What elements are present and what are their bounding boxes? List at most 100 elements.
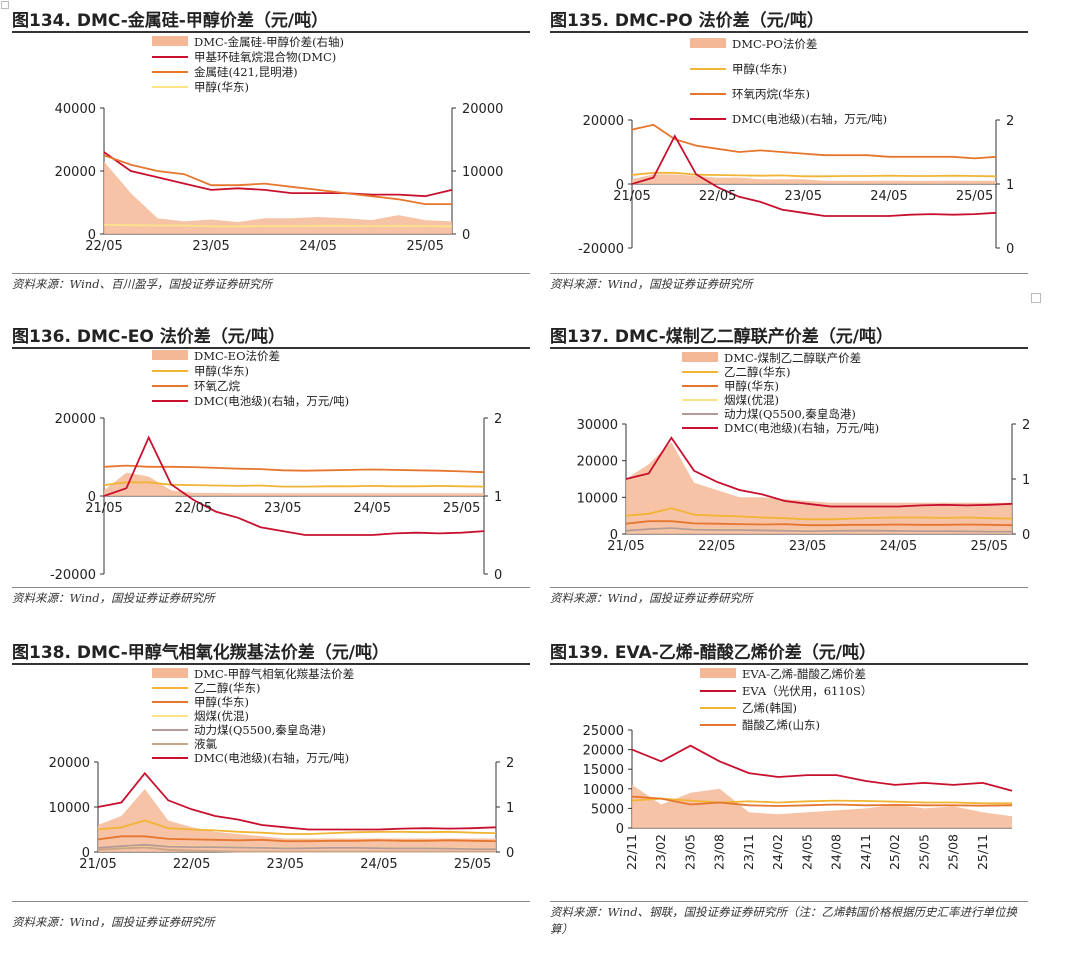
- y-tick-label-left: 20000: [583, 744, 624, 759]
- series-line: [625, 507, 1013, 521]
- chart-panel-138: 图138. DMC-甲醇气相氧化羰基法价差（元/吨） 0 10000 20000 0 1…: [12, 638, 530, 948]
- series-line: [631, 171, 997, 178]
- y-tick-label-right: 0: [1006, 242, 1014, 257]
- y-tick-label-left: 10000: [583, 783, 624, 798]
- x-tick-label: 23/05: [264, 501, 301, 516]
- source-rule: [12, 901, 530, 902]
- title-rule: [550, 663, 1028, 665]
- x-tick-label: 23/05: [192, 239, 229, 254]
- y-tick-label-left: 20000: [55, 165, 96, 180]
- y-tick-label-right: 1: [494, 490, 502, 505]
- y-tick-label-right: 20000: [462, 102, 503, 117]
- x-tick-label: 23/05: [785, 189, 822, 204]
- chart-panel-137: 图137. DMC-煤制乙二醇联产价差（元/吨） 0 10000 20000 3000…: [550, 322, 1068, 622]
- x-tick-label: 23/11: [741, 834, 756, 870]
- series-line: [625, 527, 1012, 533]
- title-rule: [12, 31, 530, 33]
- x-tick-label: 25/05: [406, 239, 443, 254]
- y-tick-label-left: 0: [88, 490, 96, 505]
- series-line: [103, 151, 453, 198]
- x-tick-label: 25/05: [916, 834, 931, 870]
- chart-title: 图138. DMC-甲醇气相氧化羰基法价差（元/吨）: [12, 643, 390, 663]
- x-tick-label: 23/02: [653, 834, 668, 870]
- x-tick-label: 25/08: [946, 834, 961, 870]
- series-line: [103, 154, 452, 206]
- legend-label: DMC-煤制乙二醇联产价差: [724, 351, 861, 365]
- y-tick-label-right: 2: [1006, 114, 1014, 129]
- series-line: [103, 224, 453, 228]
- x-tick-label: 25/05: [971, 539, 1008, 554]
- x-tick-label: 25/05: [443, 501, 480, 516]
- y-tick-label-left: 20000: [49, 756, 90, 771]
- y-tick-label-left: 30000: [577, 418, 618, 433]
- chart-title: 图135. DMC-PO 法价差（元/吨）: [550, 11, 824, 31]
- y-tick-label-left: 10000: [49, 801, 90, 816]
- legend-label: 甲醇(华东): [194, 80, 249, 94]
- x-tick-label: 22/05: [699, 189, 736, 204]
- y-tick-label-left: 0: [82, 846, 90, 861]
- series-area: [626, 442, 1012, 534]
- legend-label: 烟煤(优混): [194, 709, 249, 723]
- title-rule: [550, 31, 1028, 33]
- legend-label: DMC(电池级)(右轴，万元/吨): [724, 421, 879, 435]
- y-tick-label-left: 0: [88, 228, 96, 243]
- y-tick-label-left: -20000: [578, 242, 624, 257]
- chart-panel-134: 图134. DMC-金属硅-甲醇价差（元/吨） 0 20000 40000 0 1000…: [12, 6, 530, 306]
- x-tick-label: 24/05: [880, 539, 917, 554]
- y-tick-label-right: 1: [1022, 473, 1030, 488]
- chart-title: 图134. DMC-金属硅-甲醇价差（元/吨）: [12, 11, 329, 31]
- y-tick-label-left: -20000: [50, 568, 96, 583]
- series-area: [98, 789, 496, 852]
- y-tick-label-right: 0: [1022, 528, 1030, 543]
- x-tick-label: 22/05: [698, 539, 735, 554]
- series-line: [103, 435, 485, 536]
- title-rule: [12, 347, 530, 349]
- source-note: 资料来源：Wind，国投证券证券研究所: [550, 277, 753, 291]
- chart-title: 图139. EVA-乙烯-醋酸乙烯价差（元/吨）: [550, 643, 876, 663]
- source-note: 资料来源：Wind、百川盈孚，国投证券证券研究所: [12, 277, 273, 291]
- source-rule: [550, 273, 1028, 274]
- page-corner-mark: [1, 1, 9, 9]
- series-line: [97, 771, 497, 831]
- y-tick-label-left: 40000: [55, 102, 96, 117]
- title-rule: [12, 663, 530, 665]
- series-line: [625, 436, 1013, 508]
- x-tick-label: 23/05: [682, 834, 697, 870]
- legend-swatch: [152, 36, 188, 46]
- legend-label: 甲醇(华东): [194, 695, 249, 709]
- series-line: [103, 481, 485, 488]
- series-line: [97, 846, 496, 853]
- chart-svg-138: 0 10000 20000 0 1 2 21/05 22/05 23/05 24/05 25/05 D…: [49, 667, 515, 872]
- legend-label: 乙二醇(华东): [194, 681, 260, 695]
- legend-label: DMC-EO法价差: [194, 350, 280, 363]
- chart-svg-135: -20000 0 20000 0 1 2 21/05 22/05 23/05 24/05 25/05…: [578, 37, 1014, 257]
- x-tick-label: 24/05: [870, 189, 907, 204]
- series-line: [631, 744, 1013, 792]
- series-line: [631, 123, 997, 160]
- legend-swatch: [700, 668, 736, 678]
- chart-svg-136: -20000 0 20000 0 1 2 21/05 22/05 23/05 24/05 25/05…: [50, 350, 502, 583]
- legend-label: 甲基环硅氧烷混合物(DMC): [194, 50, 336, 64]
- legend-label: DMC-PO法价差: [732, 37, 817, 51]
- x-tick-label: 24/11: [858, 834, 873, 870]
- y-tick-label-left: 15000: [583, 763, 624, 778]
- y-tick-label-left: 25000: [583, 724, 624, 739]
- x-tick-label: 24/02: [770, 834, 785, 870]
- series-area: [104, 472, 484, 496]
- x-tick-label: 21/05: [85, 501, 122, 516]
- legend-label: 醋酸乙烯(山东): [742, 718, 820, 732]
- y-tick-label-left: 20000: [583, 114, 624, 129]
- y-tick-label-right: 2: [494, 412, 502, 427]
- y-tick-label-left: 10000: [577, 491, 618, 506]
- x-tick-label: 22/11: [624, 834, 639, 870]
- y-tick-label-left: 20000: [577, 455, 618, 470]
- x-tick-label: 24/05: [354, 501, 391, 516]
- series-line: [97, 819, 497, 835]
- x-tick-label: 24/05: [299, 239, 336, 254]
- x-tick-label: 25/11: [975, 834, 990, 870]
- chart-panel-136: 图136. DMC-EO 法价差（元/吨） -20000 0 20000 0 1 2 21/…: [12, 322, 530, 622]
- legend-label: 甲醇(华东): [732, 62, 787, 76]
- legend-label: 动力煤(Q5500,秦皇岛港): [724, 407, 856, 421]
- series-area: [632, 174, 996, 184]
- y-tick-label-left: 5000: [591, 802, 624, 817]
